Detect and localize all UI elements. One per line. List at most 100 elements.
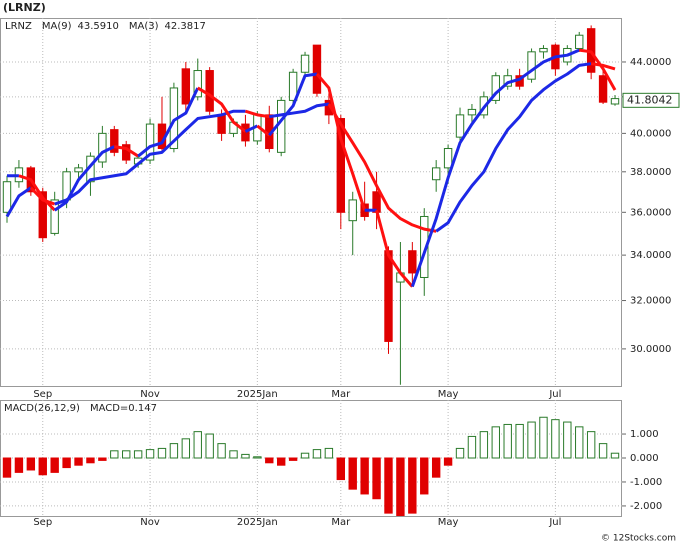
macd-bar bbox=[38, 457, 47, 476]
macd-bar bbox=[467, 435, 477, 459]
macd-bar bbox=[539, 416, 548, 459]
macd-bar bbox=[265, 457, 274, 464]
x-tick-label: 2025Jan bbox=[237, 389, 278, 400]
x-tick-label: Mar bbox=[331, 389, 351, 400]
candle-body bbox=[145, 123, 155, 161]
macd-bar bbox=[443, 457, 453, 466]
candle-body bbox=[277, 99, 286, 153]
candle-body bbox=[443, 148, 453, 169]
macd-bar bbox=[598, 443, 608, 459]
macd-bar bbox=[62, 457, 71, 469]
macd-bar bbox=[610, 452, 620, 459]
candle-body bbox=[241, 123, 250, 142]
macd-bar bbox=[2, 457, 12, 478]
moving-average-line bbox=[244, 109, 270, 119]
candle-body bbox=[38, 191, 47, 239]
macd-bar bbox=[408, 457, 417, 514]
candle-body bbox=[2, 181, 12, 213]
legend-symbol: LRNZ bbox=[5, 21, 32, 32]
macd-bar bbox=[86, 457, 95, 464]
last-price-label: 41.8042 bbox=[627, 93, 673, 106]
x-tick-label: 2025Jan bbox=[237, 517, 278, 528]
macd-bar bbox=[98, 457, 107, 461]
macd-bar bbox=[217, 443, 226, 459]
moving-average-line bbox=[327, 103, 437, 233]
candle-body bbox=[336, 118, 345, 213]
macd-bar bbox=[420, 457, 429, 495]
macd-bar bbox=[241, 453, 250, 459]
moving-average-line bbox=[410, 48, 580, 288]
macd-bar bbox=[169, 443, 179, 459]
macd-bar bbox=[205, 433, 214, 459]
moving-average-line bbox=[54, 109, 246, 206]
x-tick-label: Sep bbox=[33, 389, 52, 400]
moving-average-line bbox=[268, 72, 318, 137]
y-tick-label: 40.0000 bbox=[630, 128, 671, 139]
macd-bar bbox=[145, 449, 155, 459]
candle-body bbox=[384, 250, 393, 342]
y-tick-label: 38.0000 bbox=[630, 167, 671, 178]
macd-bar bbox=[312, 449, 322, 459]
macd-bar bbox=[253, 456, 262, 459]
y-tick-label: 34.0000 bbox=[630, 250, 671, 261]
macd-bar bbox=[288, 457, 298, 461]
macd-bar bbox=[50, 457, 59, 473]
macd-bar bbox=[479, 431, 489, 459]
macd-bar bbox=[455, 447, 465, 459]
macd-bar bbox=[515, 423, 524, 459]
y-tick-label: 32.0000 bbox=[630, 296, 671, 307]
moving-average-line bbox=[18, 174, 56, 212]
panel-title: MACD(26,12,9) bbox=[4, 403, 80, 414]
legend-label: MA(9) bbox=[42, 21, 72, 32]
macd-bar bbox=[384, 457, 393, 514]
moving-average-line bbox=[256, 124, 271, 137]
moving-average-line bbox=[114, 145, 139, 158]
candle-body bbox=[74, 167, 83, 173]
candle-body bbox=[312, 44, 322, 94]
y-tick-label: 44.0000 bbox=[630, 57, 671, 68]
x-tick-label: Nov bbox=[140, 517, 160, 528]
y-tick-label: 30.0000 bbox=[630, 344, 671, 355]
candle-body bbox=[431, 167, 441, 181]
y-tick-label: 36.0000 bbox=[630, 207, 671, 218]
macd-bar bbox=[300, 452, 310, 459]
moving-average-line bbox=[315, 73, 367, 211]
macd-bar bbox=[26, 457, 36, 471]
macd-bar bbox=[229, 450, 238, 459]
moving-average-line bbox=[196, 86, 247, 133]
macd-bar bbox=[586, 431, 596, 459]
x-tick-label: May bbox=[438, 389, 459, 400]
candle-body bbox=[193, 70, 202, 98]
x-tick-label: Sep bbox=[33, 517, 52, 528]
panel-subtitle: MACD=0.147 bbox=[90, 403, 157, 414]
candle-body bbox=[408, 250, 417, 274]
candle-body bbox=[98, 132, 107, 163]
macd-bar bbox=[396, 457, 405, 517]
moving-average-line bbox=[579, 48, 617, 91]
legend-label: MA(3) bbox=[129, 21, 159, 32]
candle-body bbox=[420, 215, 429, 278]
macd-bar bbox=[575, 426, 584, 459]
x-tick-label: Nov bbox=[140, 389, 160, 400]
legend-value: 42.3817 bbox=[165, 21, 206, 32]
y-tick-label: 0.000 bbox=[630, 453, 659, 464]
macd-bar bbox=[122, 450, 131, 459]
candle-body bbox=[300, 54, 310, 73]
macd-bar bbox=[372, 457, 381, 500]
moving-average-line bbox=[53, 145, 115, 212]
macd-bar bbox=[133, 450, 143, 459]
macd-bar bbox=[360, 457, 369, 495]
candle-body bbox=[598, 75, 608, 103]
last-price-box bbox=[622, 92, 680, 108]
candle-body bbox=[539, 47, 548, 53]
macd-bar bbox=[491, 426, 500, 459]
candle-body bbox=[181, 68, 191, 105]
moving-average-line bbox=[269, 102, 330, 119]
macd-bar bbox=[181, 438, 191, 459]
footer: © 12Stocks.com bbox=[601, 534, 676, 544]
candle-body bbox=[110, 129, 119, 153]
candle-body bbox=[217, 114, 226, 134]
candle-body bbox=[288, 71, 298, 101]
macd-bar bbox=[324, 447, 334, 459]
